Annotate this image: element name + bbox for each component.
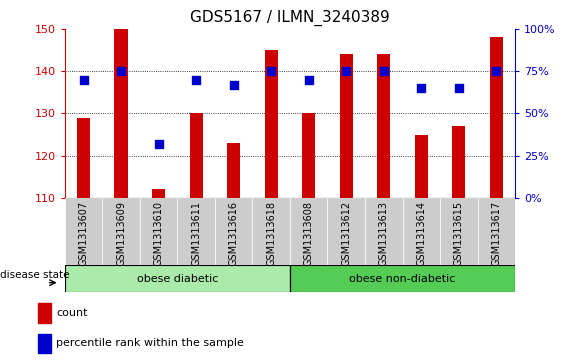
Point	[79, 77, 88, 82]
Point	[342, 68, 351, 74]
Point	[304, 77, 313, 82]
Text: GSM1313609: GSM1313609	[116, 201, 126, 266]
Bar	[403, 198, 440, 265]
Bar	[365, 198, 403, 265]
Text: GSM1313611: GSM1313611	[191, 201, 201, 266]
Text: GSM1313612: GSM1313612	[341, 201, 351, 266]
Bar	[190, 113, 203, 198]
Point	[492, 68, 501, 74]
Text: GSM1313607: GSM1313607	[78, 201, 88, 266]
Bar	[38, 334, 51, 353]
Bar	[415, 135, 428, 198]
Bar	[215, 198, 252, 265]
Bar	[440, 198, 477, 265]
Text: GSM1313618: GSM1313618	[266, 201, 276, 266]
Point	[154, 141, 163, 147]
Bar	[377, 54, 390, 198]
Bar	[265, 50, 278, 198]
Bar	[177, 198, 215, 265]
Bar	[339, 54, 353, 198]
Point	[267, 68, 276, 74]
Bar	[227, 143, 240, 198]
Bar	[290, 265, 515, 292]
Point	[117, 68, 126, 74]
Bar	[140, 198, 177, 265]
Text: GSM1313614: GSM1313614	[416, 201, 426, 266]
Bar	[65, 265, 290, 292]
Text: obese diabetic: obese diabetic	[137, 274, 218, 284]
Text: obese non-diabetic: obese non-diabetic	[350, 274, 455, 284]
Bar	[38, 303, 51, 322]
Bar	[290, 198, 328, 265]
Text: count: count	[56, 308, 87, 318]
Bar	[302, 113, 315, 198]
Point	[417, 85, 426, 91]
Point	[191, 77, 200, 82]
Point	[379, 68, 388, 74]
Text: GSM1313613: GSM1313613	[379, 201, 389, 266]
Bar	[477, 198, 515, 265]
Bar	[77, 118, 90, 198]
Bar	[490, 37, 503, 198]
Bar	[114, 29, 128, 198]
Text: disease state: disease state	[0, 269, 69, 280]
Point	[454, 85, 463, 91]
Text: GSM1313615: GSM1313615	[454, 201, 464, 266]
Point	[229, 82, 238, 87]
Text: GSM1313616: GSM1313616	[229, 201, 239, 266]
Text: percentile rank within the sample: percentile rank within the sample	[56, 338, 244, 348]
Text: GSM1313610: GSM1313610	[154, 201, 164, 266]
Bar	[65, 198, 102, 265]
Text: GSM1313608: GSM1313608	[303, 201, 314, 266]
Title: GDS5167 / ILMN_3240389: GDS5167 / ILMN_3240389	[190, 10, 390, 26]
Text: GSM1313617: GSM1313617	[491, 201, 502, 266]
Bar	[102, 198, 140, 265]
Bar	[452, 126, 466, 198]
Bar	[328, 198, 365, 265]
Bar	[152, 189, 165, 198]
Bar	[252, 198, 290, 265]
